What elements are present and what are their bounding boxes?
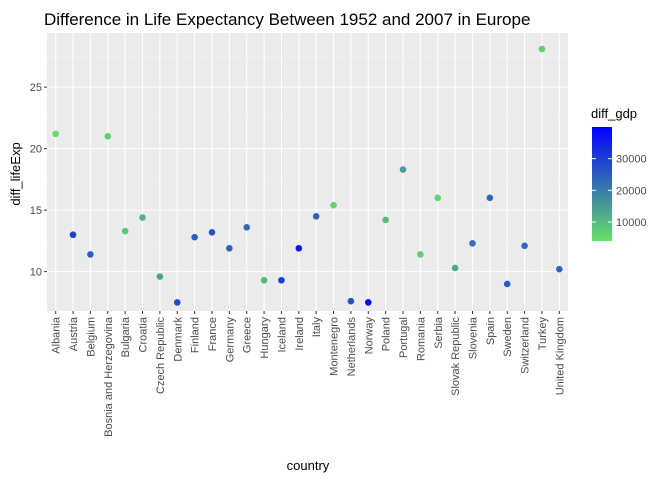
x-axis: Albania Austria Belgium Bosnia and Herzegov… [51, 311, 566, 437]
x-tick-label: Germany [224, 317, 236, 363]
x-tick-label: Iceland [276, 317, 288, 352]
y-tick-label: 15 [30, 205, 42, 217]
x-tick-label: Albania [51, 316, 63, 354]
x-tick-label: Turkey [537, 317, 549, 351]
data-point [87, 251, 94, 258]
x-tick-label: Finland [190, 317, 202, 353]
x-tick-label: Sweden [502, 317, 514, 357]
data-point [226, 244, 233, 252]
data-point [382, 216, 389, 224]
x-tick-label: Serbia [433, 316, 445, 349]
data-point [243, 224, 251, 231]
data-point [191, 233, 198, 241]
x-tick-label: Belgium [85, 317, 97, 357]
data-point [278, 276, 285, 284]
x-tick-label: Italy [311, 317, 323, 338]
data-point [486, 194, 494, 202]
data-point [434, 194, 442, 202]
chart-title: Difference in Life Expectancy Between 19… [44, 10, 530, 29]
x-tick-label: Hungary [259, 317, 271, 359]
x-tick-label: Slovenia [467, 316, 479, 359]
data-point [69, 231, 77, 239]
data-point [173, 299, 181, 306]
x-axis-label: country [287, 458, 330, 473]
data-point [295, 244, 303, 252]
data-point [52, 130, 59, 138]
y-tick-label: 20 [30, 144, 42, 156]
data-point [347, 297, 355, 305]
data-point [260, 276, 268, 284]
x-tick-label: Czech Republic [155, 317, 167, 395]
x-tick-label: Denmark [172, 317, 184, 362]
x-tick-label: Austria [68, 316, 80, 351]
data-point [556, 265, 563, 273]
x-tick-label: Bosnia and Herzegovina [103, 316, 115, 437]
plot-panel [47, 33, 568, 311]
grid-lines [47, 33, 568, 311]
data-point [121, 227, 129, 235]
x-tick-label: Greece [242, 317, 254, 353]
x-tick-label: United Kingdom [554, 317, 566, 395]
y-axis-label: diff_lifeExp [8, 142, 23, 205]
y-tick-label: 25 [30, 82, 42, 94]
data-point [104, 133, 112, 140]
legend-tick-label: 20000 [616, 185, 647, 197]
data-point [451, 264, 459, 272]
x-tick-label: Slovak Republic [450, 317, 462, 396]
data-point [417, 251, 424, 258]
data-point [503, 280, 511, 288]
data-point [538, 45, 546, 53]
legend-colorbar [592, 127, 612, 241]
data-point [156, 273, 164, 280]
x-tick-label: Bulgaria [120, 316, 132, 357]
data-point [469, 240, 476, 247]
data-points [52, 45, 563, 306]
data-point [521, 242, 528, 250]
data-point [364, 299, 372, 306]
x-tick-label: France [207, 317, 219, 351]
x-tick-label: Romania [415, 316, 427, 361]
data-point [312, 212, 320, 220]
x-tick-label: Montenegro [329, 317, 341, 376]
x-tick-label: Poland [381, 317, 393, 351]
legend-tick-label: 30000 [616, 154, 647, 166]
x-tick-label: Portugal [398, 317, 410, 358]
x-tick-label: Norway [363, 317, 375, 355]
data-point [139, 214, 146, 221]
x-tick-label: Ireland [294, 317, 306, 351]
y-axis: 10 15 20 25 [30, 82, 47, 279]
x-tick-label: Switzerland [520, 317, 532, 374]
legend-tick-label: 10000 [616, 217, 647, 229]
x-tick-label: Netherlands [346, 317, 358, 377]
x-tick-label: Croatia [138, 316, 150, 352]
y-tick-label: 10 [30, 267, 42, 279]
legend-title: diff_gdp [591, 106, 637, 121]
data-point [399, 166, 407, 173]
legend: diff_gdp 10000 20000 30000 [591, 106, 647, 241]
x-tick-label: Spain [485, 317, 497, 345]
data-point [330, 201, 337, 209]
data-point [208, 228, 216, 236]
